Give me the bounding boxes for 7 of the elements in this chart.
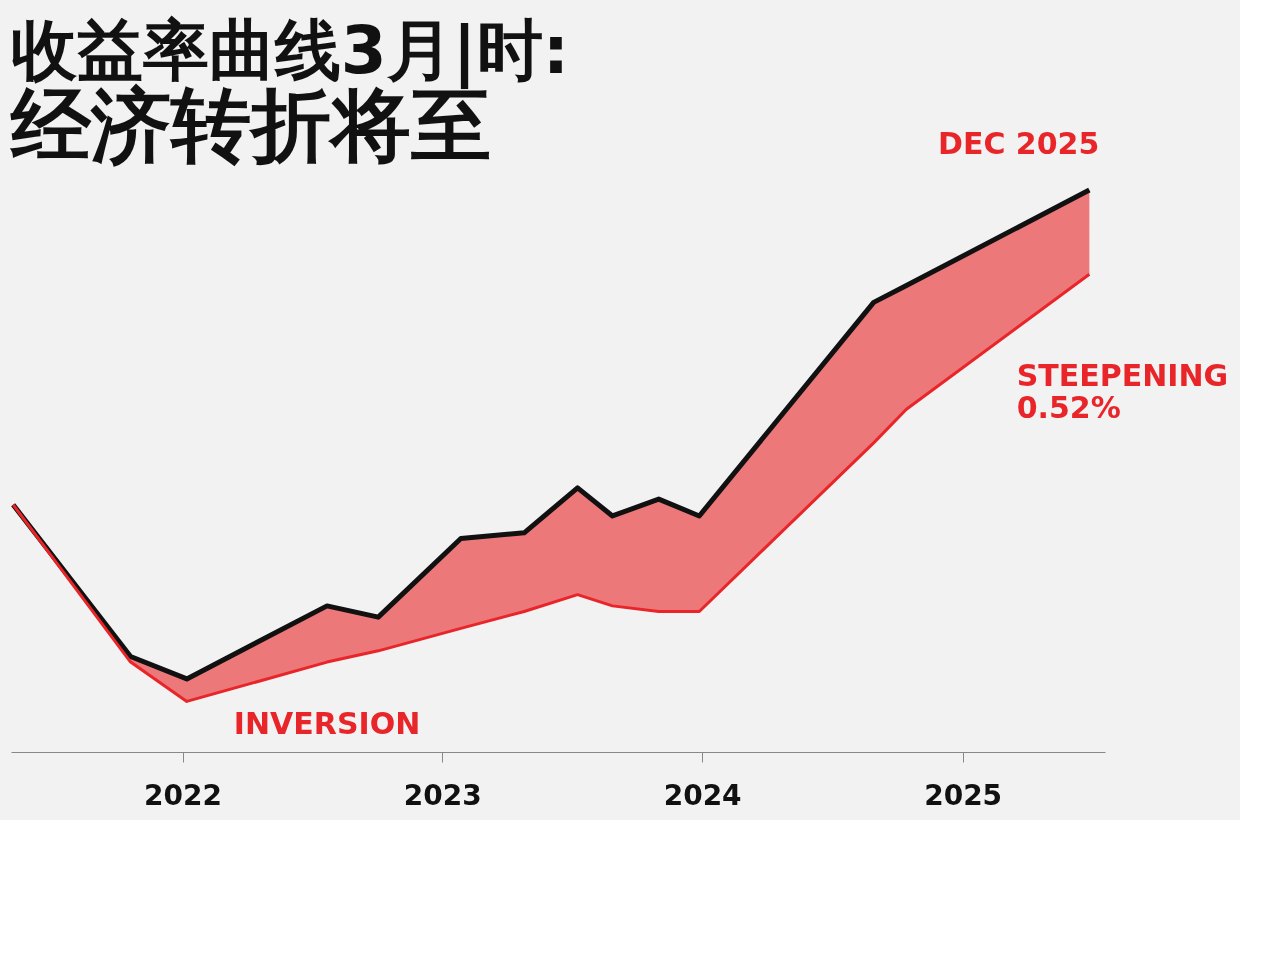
x-tick-label: 2022 <box>144 778 223 812</box>
annotation: INVERSION <box>233 706 421 742</box>
annotation: STEEPENING 0.52% <box>1016 357 1229 425</box>
x-tick-label: 2024 <box>663 778 742 812</box>
annotation: DEC 2025 <box>937 126 1100 161</box>
x-tick-label: 2025 <box>924 778 1003 812</box>
x-tick-label: 2023 <box>403 778 482 812</box>
